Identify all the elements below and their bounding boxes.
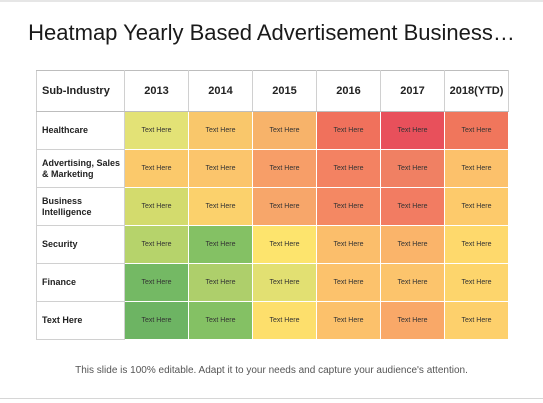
heatmap-cell: Text Here	[252, 263, 317, 302]
slide-title: Heatmap Yearly Based Advertisement Busin…	[28, 20, 515, 45]
heatmap-cell: Text Here	[252, 149, 317, 188]
heatmap-row: Advertising, Sales & Marketing Text Here T…	[36, 149, 509, 188]
heatmap-cell: Text Here	[188, 225, 253, 264]
heatmap-cell: Text Here	[444, 149, 509, 188]
heatmap-cell: Text Here	[380, 111, 445, 150]
heatmap-cell: Text Here	[444, 111, 509, 150]
row-label: Healthcare	[36, 111, 125, 150]
heatmap-cell: Text Here	[124, 187, 189, 226]
row-label: Finance	[36, 263, 125, 302]
heatmap-row: Security Text Here Text Here Text Here Text …	[36, 225, 509, 264]
column-header: 2015	[252, 70, 317, 112]
header-row: Sub-Industry 2013 2014 2015 2016 2017 20…	[36, 70, 509, 112]
heatmap-cell: Text Here	[316, 301, 381, 340]
heatmap-cell: Text Here	[316, 111, 381, 150]
heatmap-cell: Text Here	[380, 149, 445, 188]
heatmap-cell: Text Here	[444, 263, 509, 302]
top-rule	[0, 0, 543, 2]
heatmap-cell: Text Here	[444, 301, 509, 340]
heatmap-cell: Text Here	[188, 187, 253, 226]
column-header: 2016	[316, 70, 381, 112]
heatmap-cell: Text Here	[188, 149, 253, 188]
column-header: 2017	[380, 70, 445, 112]
row-header: Sub-Industry	[36, 70, 125, 112]
heatmap-cell: Text Here	[252, 225, 317, 264]
heatmap-cell: Text Here	[444, 187, 509, 226]
heatmap-cell: Text Here	[252, 111, 317, 150]
heatmap-row: Healthcare Text Here Text Here Text Here Tex…	[36, 111, 509, 150]
heatmap-cell: Text Here	[316, 263, 381, 302]
bottom-rule	[0, 398, 543, 399]
heatmap-table: Sub-Industry 2013 2014 2015 2016 2017 20…	[36, 70, 509, 340]
heatmap-cell: Text Here	[188, 301, 253, 340]
heatmap-cell: Text Here	[124, 301, 189, 340]
row-label: Text Here	[36, 301, 125, 340]
heatmap-row: Text Here Text Here Text Here Text Here Text…	[36, 301, 509, 340]
row-label: Security	[36, 225, 125, 264]
heatmap-cell: Text Here	[380, 263, 445, 302]
heatmap-cell: Text Here	[124, 149, 189, 188]
heatmap-cell: Text Here	[124, 263, 189, 302]
heatmap-cell: Text Here	[316, 225, 381, 264]
heatmap-row: Business Intelligence Text Here Text Here T…	[36, 187, 509, 226]
heatmap-cell: Text Here	[124, 111, 189, 150]
heatmap-cell: Text Here	[380, 187, 445, 226]
row-label: Advertising, Sales & Marketing	[36, 149, 125, 188]
column-header: 2018(YTD)	[444, 70, 509, 112]
heatmap-cell: Text Here	[252, 301, 317, 340]
heatmap-cell: Text Here	[188, 111, 253, 150]
column-header: 2013	[124, 70, 189, 112]
heatmap-row: Finance Text Here Text Here Text Here Text H…	[36, 263, 509, 302]
heatmap-cell: Text Here	[188, 263, 253, 302]
heatmap-cell: Text Here	[380, 225, 445, 264]
heatmap-cell: Text Here	[252, 187, 317, 226]
heatmap-cell: Text Here	[380, 301, 445, 340]
row-label: Business Intelligence	[36, 187, 125, 226]
column-header: 2014	[188, 70, 253, 112]
heatmap-cell: Text Here	[124, 225, 189, 264]
heatmap-cell: Text Here	[316, 187, 381, 226]
heatmap-cell: Text Here	[316, 149, 381, 188]
slide-footer: This slide is 100% editable. Adapt it to…	[75, 365, 468, 376]
heatmap-cell: Text Here	[444, 225, 509, 264]
